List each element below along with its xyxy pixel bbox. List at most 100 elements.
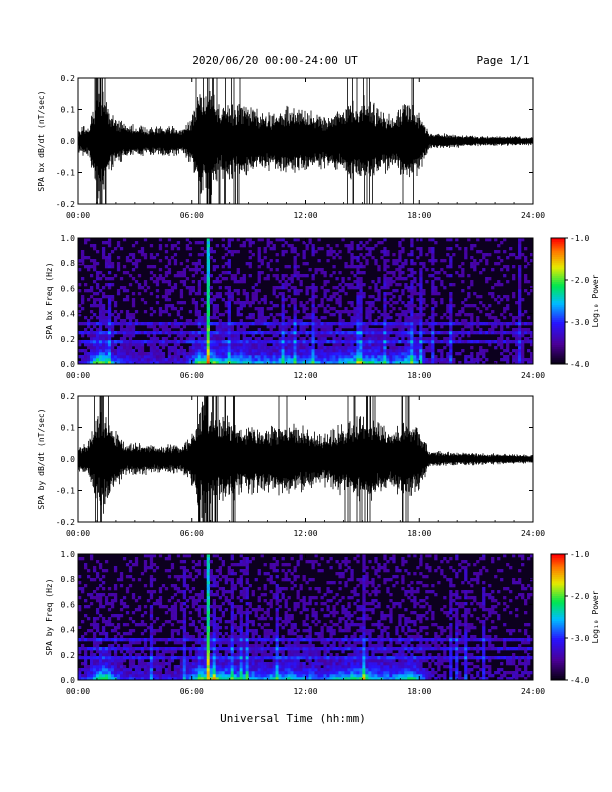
- spectrogram-cell: [365, 262, 369, 266]
- spectrogram-cell: [350, 331, 354, 335]
- spectrogram-cell: [383, 247, 387, 251]
- spectrogram-cell: [320, 331, 324, 335]
- spectrogram-cell: [284, 578, 288, 582]
- spectrogram-cell: [239, 563, 243, 567]
- spectrogram-cell: [170, 304, 175, 308]
- spectrogram-cell: [245, 262, 249, 266]
- spectrogram-cell: [89, 331, 94, 335]
- spectrogram-cell: [299, 274, 303, 278]
- spectrogram-cell: [78, 656, 82, 660]
- spectrogram-cell: [392, 259, 396, 263]
- spectrogram-cell: [350, 349, 354, 353]
- spectrogram-cell: [257, 271, 261, 275]
- spectrogram-cell: [188, 572, 193, 576]
- spectrogram-cell: [203, 656, 208, 660]
- spectrogram-cell: [86, 268, 91, 272]
- spectrogram-cell: [158, 596, 163, 600]
- spectrogram-cell: [530, 331, 534, 335]
- spectrogram-cell: [368, 334, 372, 338]
- spectrogram-cell: [188, 337, 193, 341]
- spectrogram-cell: [80, 635, 85, 639]
- spectrogram-cell: [92, 635, 97, 639]
- spectrogram-cell: [170, 331, 175, 335]
- spectrogram-cell: [206, 593, 211, 597]
- spectrogram-cell: [179, 331, 184, 335]
- spectrogram-cell: [110, 623, 115, 627]
- spectrogram-cell: [404, 358, 408, 362]
- spectrogram-cell: [80, 620, 85, 624]
- spectrogram-cell: [155, 283, 160, 287]
- spectrogram-cell: [215, 641, 219, 645]
- spectrogram-cell: [245, 608, 249, 612]
- spectrogram-cell: [368, 358, 372, 362]
- spectrogram-cell: [212, 593, 216, 597]
- spectrogram-cell: [188, 671, 193, 675]
- spectrogram-cell: [209, 677, 213, 681]
- spectrogram-cell: [305, 346, 309, 350]
- spectrogram-cell: [281, 250, 285, 254]
- spectrogram-cell: [236, 268, 240, 272]
- spectrogram-cell: [251, 677, 255, 681]
- spectrogram-cell: [368, 328, 372, 332]
- spectrogram-cell: [440, 316, 444, 320]
- spectrogram-cell: [341, 280, 345, 284]
- spectrogram-cell: [407, 325, 411, 329]
- spectrogram-cell: [224, 650, 228, 654]
- spectrogram-cell: [140, 659, 145, 663]
- spectrogram-cell: [356, 265, 360, 269]
- spectrogram-cell: [206, 650, 211, 654]
- spectrogram-cell: [92, 358, 97, 362]
- spectrogram-cell: [182, 620, 187, 624]
- spectrogram-cell: [410, 352, 414, 356]
- spectrogram-cell: [104, 337, 109, 341]
- spectrogram-cell: [296, 355, 300, 359]
- spectrogram-cell: [128, 656, 133, 660]
- spectrogram-cell: [116, 632, 121, 636]
- colorbar-segment: [551, 252, 565, 256]
- spectrogram-cell: [239, 605, 243, 609]
- spectrogram-cell: [314, 310, 318, 314]
- spectrogram-cell: [308, 298, 312, 302]
- spectrogram-cell: [149, 668, 154, 672]
- spectrogram-cell: [440, 340, 444, 344]
- spectrogram-cell: [98, 659, 103, 663]
- spectrogram-cell: [95, 334, 100, 338]
- spectrogram-cell: [206, 274, 211, 278]
- spectrogram-cell: [212, 310, 216, 314]
- spectrogram-cell: [302, 274, 306, 278]
- spectrogram-cell: [254, 656, 258, 660]
- spectrogram-cell: [98, 355, 103, 359]
- spectrogram-cell: [287, 322, 291, 326]
- spectrogram-cell: [518, 295, 522, 299]
- spectrogram-cell: [278, 352, 282, 356]
- spectrogram-cell: [233, 641, 237, 645]
- spectrogram-cell: [173, 605, 178, 609]
- spectrogram-cell: [233, 277, 237, 281]
- spectrogram-cell: [206, 623, 211, 627]
- spectrogram-cell: [425, 322, 429, 326]
- spectrogram-cell: [365, 310, 369, 314]
- spectrogram-cell: [191, 337, 196, 341]
- spectrogram-cell: [377, 292, 381, 296]
- spectrogram-cell: [125, 295, 130, 299]
- spectrogram-cell: [230, 620, 234, 624]
- spectrogram-cell: [152, 343, 157, 347]
- spectrogram-cell: [80, 298, 85, 302]
- spectrogram-cell: [512, 319, 516, 323]
- spectrogram-cell: [110, 295, 115, 299]
- spectrogram-cell: [212, 259, 216, 263]
- spectrogram-cell: [95, 638, 100, 642]
- spectrogram-cell: [197, 334, 202, 338]
- spectrogram-cell: [461, 271, 465, 275]
- spectrogram-cell: [167, 557, 172, 561]
- spectrogram-cell: [143, 569, 148, 573]
- spectrogram-cell: [161, 355, 166, 359]
- spectrogram-cell: [167, 569, 172, 573]
- spectrogram-cell: [383, 277, 387, 281]
- spectrogram-cell: [134, 671, 139, 675]
- spectrogram-cell: [182, 340, 187, 344]
- spectrogram-cell: [173, 349, 178, 353]
- spectrogram-cell: [101, 659, 106, 663]
- spectrogram-cell: [107, 283, 112, 287]
- spectrogram-cell: [164, 557, 169, 561]
